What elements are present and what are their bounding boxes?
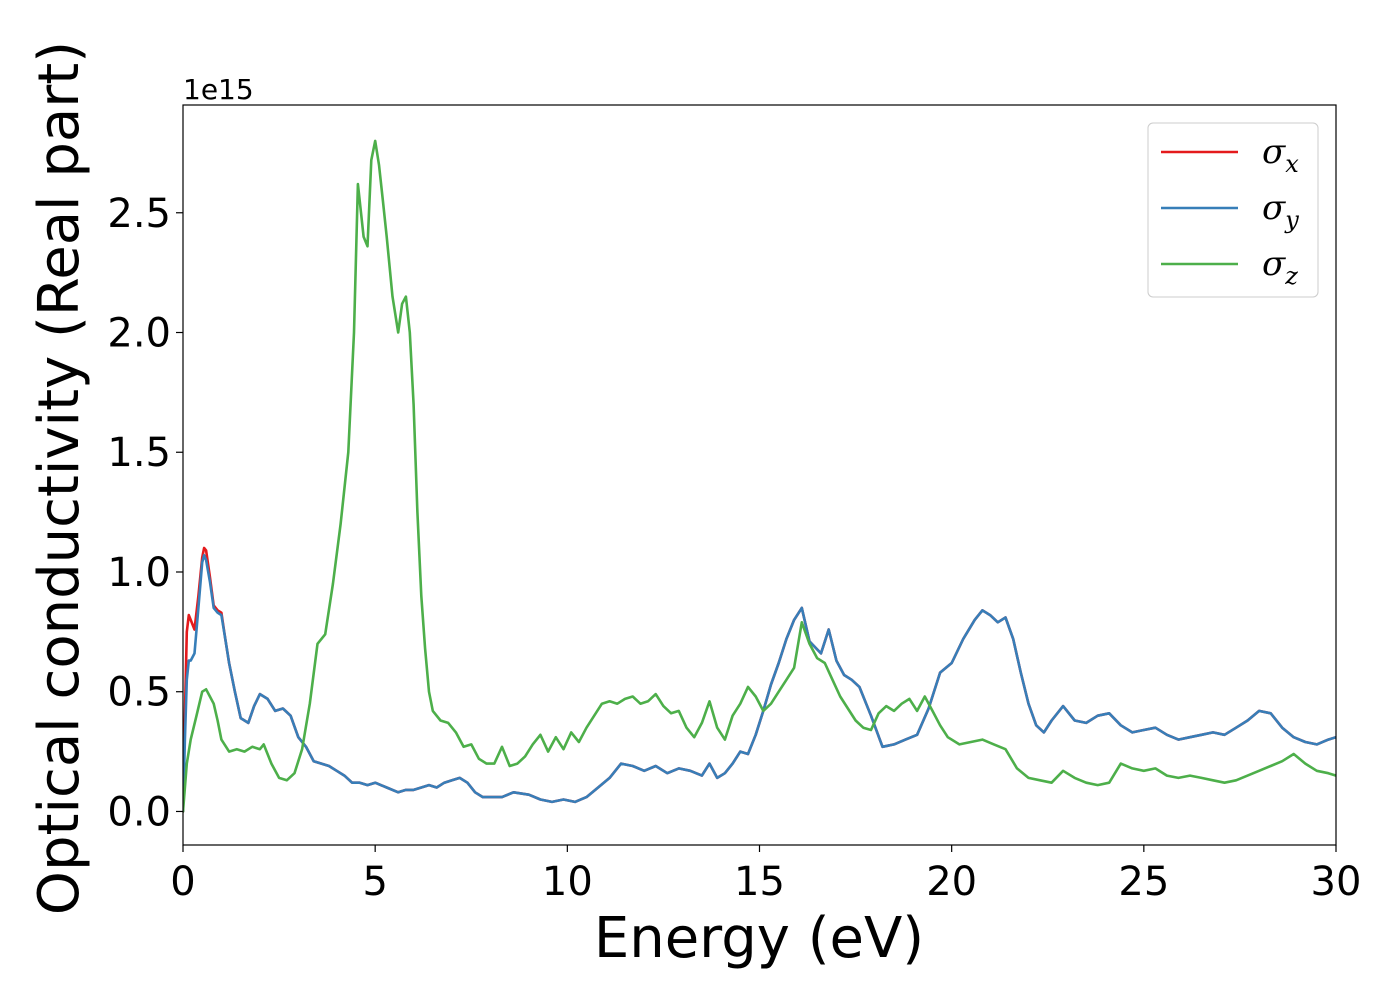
y-tick-label: 2.5 — [107, 191, 171, 237]
y-tick-label: 1.5 — [107, 430, 171, 476]
x-tick-label: 0 — [170, 859, 195, 905]
x-axis: 0 5 10 15 20 25 30 — [170, 845, 1361, 905]
x-tick-label: 25 — [1118, 859, 1169, 905]
y-axis: 0.0 0.5 1.0 1.5 2.0 2.5 — [107, 191, 183, 835]
legend-label-x: σx — [1262, 132, 1299, 178]
x-tick-label: 15 — [734, 859, 785, 905]
legend-label-y: σy — [1262, 188, 1299, 234]
x-tick-label: 30 — [1311, 859, 1362, 905]
legend-label-z: σz — [1262, 244, 1298, 290]
y-tick-label: 0.0 — [107, 789, 171, 835]
legend: σx σy σz — [1147, 122, 1319, 298]
y-tick-label: 1.0 — [107, 550, 171, 596]
legend-box — [1147, 122, 1319, 298]
y-axis-title: Optical conductivity (Real part) — [27, 41, 92, 915]
series-line-z — [183, 139, 1336, 813]
x-tick-label: 20 — [926, 859, 977, 905]
x-tick-label: 5 — [362, 859, 387, 905]
series-layer — [183, 139, 1336, 813]
y-tick-label: 2.0 — [107, 311, 171, 357]
x-axis-title: Energy (eV) — [594, 906, 924, 971]
y-tick-label: 0.5 — [107, 670, 171, 716]
x-tick-label: 10 — [542, 859, 593, 905]
series-line-y — [183, 553, 1336, 813]
y-axis-offset-label: 1e15 — [183, 73, 254, 106]
